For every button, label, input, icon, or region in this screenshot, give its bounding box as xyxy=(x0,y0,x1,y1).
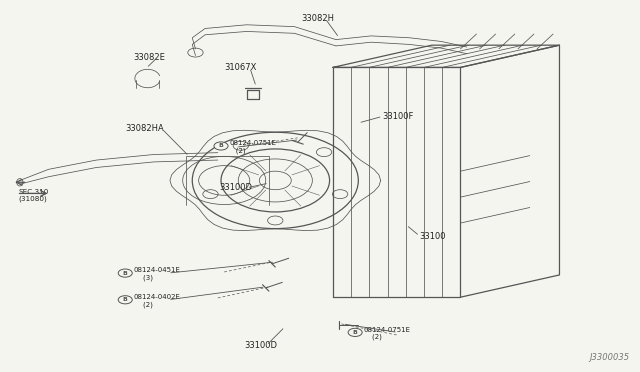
Text: 08124-0751E
   (2): 08124-0751E (2) xyxy=(229,140,276,154)
Text: J3300035: J3300035 xyxy=(589,353,630,362)
Text: 33082E: 33082E xyxy=(134,52,165,61)
Text: B: B xyxy=(123,270,127,276)
Text: 08124-0451E
    (3): 08124-0451E (3) xyxy=(134,267,180,281)
Text: B: B xyxy=(123,297,127,302)
Text: B: B xyxy=(219,144,223,148)
Circle shape xyxy=(214,142,228,150)
Circle shape xyxy=(118,296,132,304)
Text: 33100D: 33100D xyxy=(244,341,278,350)
Circle shape xyxy=(348,328,362,336)
Circle shape xyxy=(118,269,132,277)
Text: 33082HA: 33082HA xyxy=(125,124,164,133)
Text: 08124-0402E
    (2): 08124-0402E (2) xyxy=(134,294,180,308)
Text: 33100F: 33100F xyxy=(383,112,414,121)
Text: 31067X: 31067X xyxy=(224,63,257,72)
Text: 33082H: 33082H xyxy=(301,14,334,23)
Text: SEC.310
(31080): SEC.310 (31080) xyxy=(19,189,49,202)
Text: 33100D: 33100D xyxy=(220,183,253,192)
Text: B: B xyxy=(353,330,358,335)
Text: 33100: 33100 xyxy=(420,231,446,241)
Text: 08124-0751E
    (2): 08124-0751E (2) xyxy=(364,327,410,340)
